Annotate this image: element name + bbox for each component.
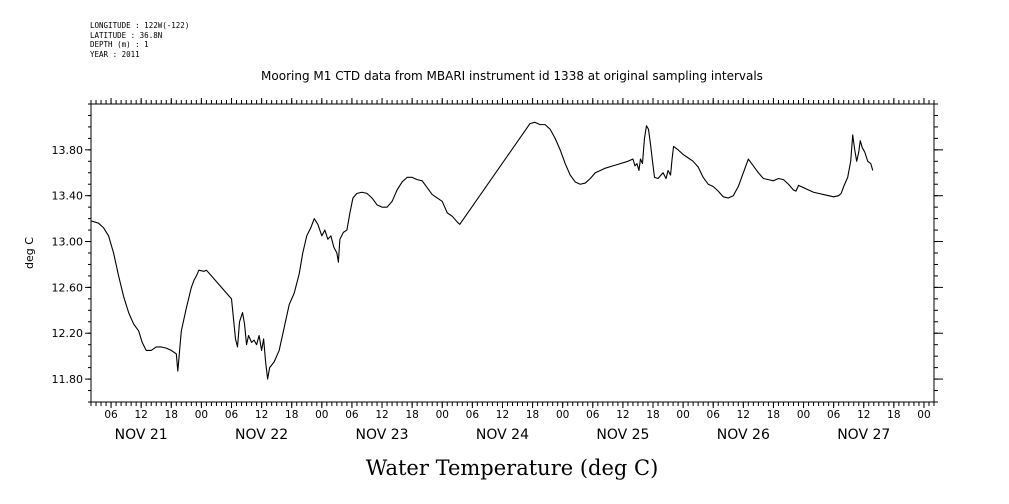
y-tick-label: 13.00 (52, 236, 84, 249)
day-label: NOV 21 (115, 427, 168, 443)
day-label: NOV 23 (355, 427, 408, 443)
year-line: YEAR : 2011 (90, 49, 140, 59)
depth-line: DEPTH (m) : 1 (90, 40, 149, 49)
latitude-line: LATITUDE : 36.8N (90, 30, 163, 40)
hour-tick-label: 00 (315, 409, 328, 421)
hour-tick-label: 06 (345, 409, 359, 421)
hour-tick-label: 00 (195, 409, 208, 421)
hour-tick-label: 12 (375, 409, 388, 421)
hour-tick-label: 00 (676, 409, 689, 421)
hour-tick-label: 12 (255, 409, 268, 421)
hour-tick-label: 18 (405, 409, 418, 421)
hour-tick-label: 06 (466, 409, 480, 421)
y-tick-label: 11.80 (52, 373, 84, 386)
x-axis: 06 12 18 00 06 12 18 00 06 12 18 00 06 12 18 00 06 12 18 00… (90, 98, 935, 443)
hour-tick-label: 12 (737, 409, 750, 421)
hour-tick-label: 18 (285, 409, 298, 421)
y-tick-label: 13.80 (52, 144, 84, 157)
hour-tick-label: 18 (767, 409, 780, 421)
hour-tick-label: 00 (436, 409, 449, 421)
hour-tick-label: 06 (586, 409, 600, 421)
hour-tick-label: 06 (225, 409, 239, 421)
hour-tick-label: 06 (104, 409, 118, 421)
hour-tick-label: 12 (134, 409, 147, 421)
chart-title: Mooring M1 CTD data from MBARI instrumen… (261, 69, 763, 83)
metadata-block: LONGITUDE : 122W(-122) LATITUDE : 36.8N … (90, 21, 189, 59)
day-label: NOV 22 (235, 427, 288, 443)
day-label: NOV 26 (717, 427, 770, 443)
hour-tick-label: 12 (496, 409, 509, 421)
y-axis: 11.80 12.20 12.60 13.00 13.40 13.80 (52, 103, 943, 403)
hour-tick-label: 12 (616, 409, 629, 421)
hour-tick-label: 18 (887, 409, 900, 421)
y-tick-label: 13.40 (52, 190, 84, 203)
hour-tick-label: 18 (646, 409, 659, 421)
hour-tick-label: 00 (797, 409, 810, 421)
hour-tick-label: 12 (857, 409, 870, 421)
longitude-line: LONGITUDE : 122W(-122) (90, 21, 190, 30)
x-axis-title: Water Temperature (deg C) (366, 456, 659, 480)
hour-tick-label: 06 (707, 409, 721, 421)
day-label: NOV 24 (476, 427, 529, 443)
hour-tick-label: 18 (526, 409, 539, 421)
temperature-series-line (90, 121, 874, 380)
hour-tick-label: 18 (165, 409, 178, 421)
day-label: NOV 27 (837, 427, 890, 443)
y-tick-label: 12.20 (52, 327, 84, 340)
hour-tick-label: 06 (827, 409, 841, 421)
day-label: NOV 25 (596, 427, 649, 443)
hour-tick-label: 00 (556, 409, 569, 421)
hour-tick-label: 00 (917, 409, 930, 421)
y-tick-label: 12.60 (52, 281, 84, 294)
y-axis-label: deg C (23, 237, 36, 269)
